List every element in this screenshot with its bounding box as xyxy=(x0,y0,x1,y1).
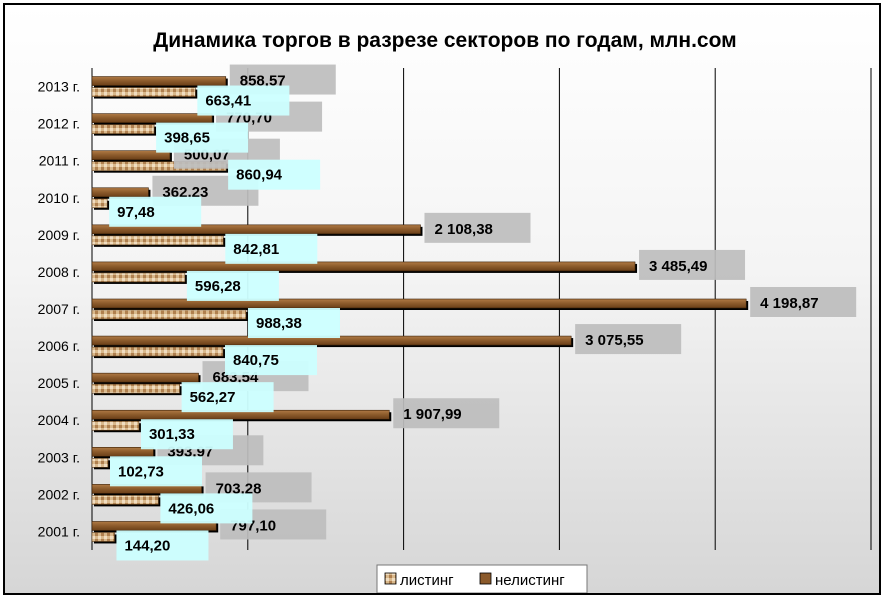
bar-listing xyxy=(91,383,180,394)
bar-listing xyxy=(91,309,247,320)
y-tick-label: 2007 г. xyxy=(38,301,80,317)
data-label-box-listing xyxy=(225,233,318,264)
data-label-listing: 144,20 xyxy=(124,537,170,554)
data-label-box-nonlisting xyxy=(750,287,857,317)
legend-label-listing: листинг xyxy=(400,572,454,589)
data-label-listing: 988,38 xyxy=(256,315,302,332)
data-label-listing: 663,41 xyxy=(205,93,251,110)
bar-listing xyxy=(91,87,196,97)
data-label-box-nonlisting xyxy=(393,398,500,429)
y-tick-label: 2009 г. xyxy=(38,227,80,243)
data-label-box-listing xyxy=(109,196,202,227)
data-label-listing: 840,75 xyxy=(233,352,279,369)
data-label-listing: 596,28 xyxy=(195,278,241,295)
data-label-box-listing xyxy=(116,530,209,561)
data-label-nonlisting: 1 907,99 xyxy=(403,406,461,423)
data-label-nonlisting: 2 108,38 xyxy=(434,221,492,238)
data-label-box-listing xyxy=(181,382,274,413)
data-label-listing: 842,81 xyxy=(233,241,279,258)
bar-nonlisting xyxy=(91,76,227,86)
bar-nonlisting xyxy=(91,261,636,272)
data-label-listing: 426,06 xyxy=(168,500,214,517)
data-label-box-listing xyxy=(186,270,279,301)
data-label-box-listing xyxy=(228,159,321,190)
bar-nonlisting xyxy=(91,187,149,198)
y-axis-ticks: 2001 г. 2002 г. 2003 г. 2004 г. 2005 г. 2006 … xyxy=(38,79,80,540)
y-tick-label: 2013 г. xyxy=(38,79,80,95)
y-tick-label: 2002 г. xyxy=(38,486,80,502)
data-label-box-nonlisting xyxy=(639,249,746,280)
chart-title: Динамика торгов в разрезе секторов по го… xyxy=(153,29,736,52)
bar-listing xyxy=(91,346,224,357)
bar-listing xyxy=(91,124,155,134)
data-label-box-listing xyxy=(156,122,249,153)
y-tick-label: 2001 г. xyxy=(38,523,80,539)
y-tick-label: 2010 г. xyxy=(38,190,80,206)
bar-listing xyxy=(91,495,159,505)
data-label-box-nonlisting xyxy=(424,212,531,243)
legend-swatch-listing xyxy=(384,572,397,585)
y-tick-label: 2011 г. xyxy=(39,153,80,169)
data-label-nonlisting: 3 485,49 xyxy=(649,258,707,275)
bar-listing xyxy=(91,235,224,246)
legend-label-nonlisting: нелистинг xyxy=(495,572,565,589)
data-label-box-listing xyxy=(247,308,340,338)
bar-nonlisting xyxy=(91,298,747,309)
data-label-listing: 301,33 xyxy=(149,426,195,443)
y-tick-label: 2004 г. xyxy=(38,412,80,428)
chart-frame: Динамика торгов в разрезе секторов по го… xyxy=(3,3,881,595)
data-label-box-listing xyxy=(110,456,203,487)
bars-layer xyxy=(91,76,749,544)
data-label-box-listing xyxy=(160,493,253,524)
y-tick-label: 2008 г. xyxy=(38,264,80,280)
bar-listing xyxy=(91,532,115,542)
bar-listing xyxy=(91,420,140,431)
bar-listing xyxy=(91,198,108,209)
y-tick-label: 2012 г. xyxy=(38,116,80,132)
data-label-listing: 97,48 xyxy=(117,204,155,221)
data-label-box-nonlisting xyxy=(575,324,682,355)
legend: листинг нелистинг xyxy=(376,564,588,593)
data-label-listing: 398,65 xyxy=(164,130,210,147)
bar-nonlisting xyxy=(91,372,199,383)
data-label-listing: 860,94 xyxy=(236,167,283,184)
data-label-nonlisting: 3 075,55 xyxy=(585,332,643,349)
data-label-listing: 562,27 xyxy=(190,389,236,406)
data-label-listing: 102,73 xyxy=(118,463,164,480)
data-label-nonlisting: 703,28 xyxy=(216,480,262,497)
data-label-box-listing xyxy=(224,345,317,376)
data-label-box-listing xyxy=(140,419,233,450)
y-tick-label: 2003 г. xyxy=(38,449,80,465)
data-label-nonlisting: 4 198,87 xyxy=(760,295,818,312)
data-label-box-listing xyxy=(197,85,290,116)
legend-swatch-nonlisting xyxy=(479,572,492,585)
data-label-nonlisting: 362,23 xyxy=(162,184,208,201)
bar-listing xyxy=(91,272,186,283)
bar-listing xyxy=(91,458,109,468)
chart: Динамика торгов в разрезе секторов по го… xyxy=(38,29,872,593)
data-label-nonlisting: 858,57 xyxy=(240,73,286,90)
bar-nonlisting xyxy=(91,113,213,123)
y-tick-label: 2005 г. xyxy=(38,375,80,391)
bar-nonlisting xyxy=(91,150,171,160)
y-tick-label: 2006 г. xyxy=(38,338,80,354)
